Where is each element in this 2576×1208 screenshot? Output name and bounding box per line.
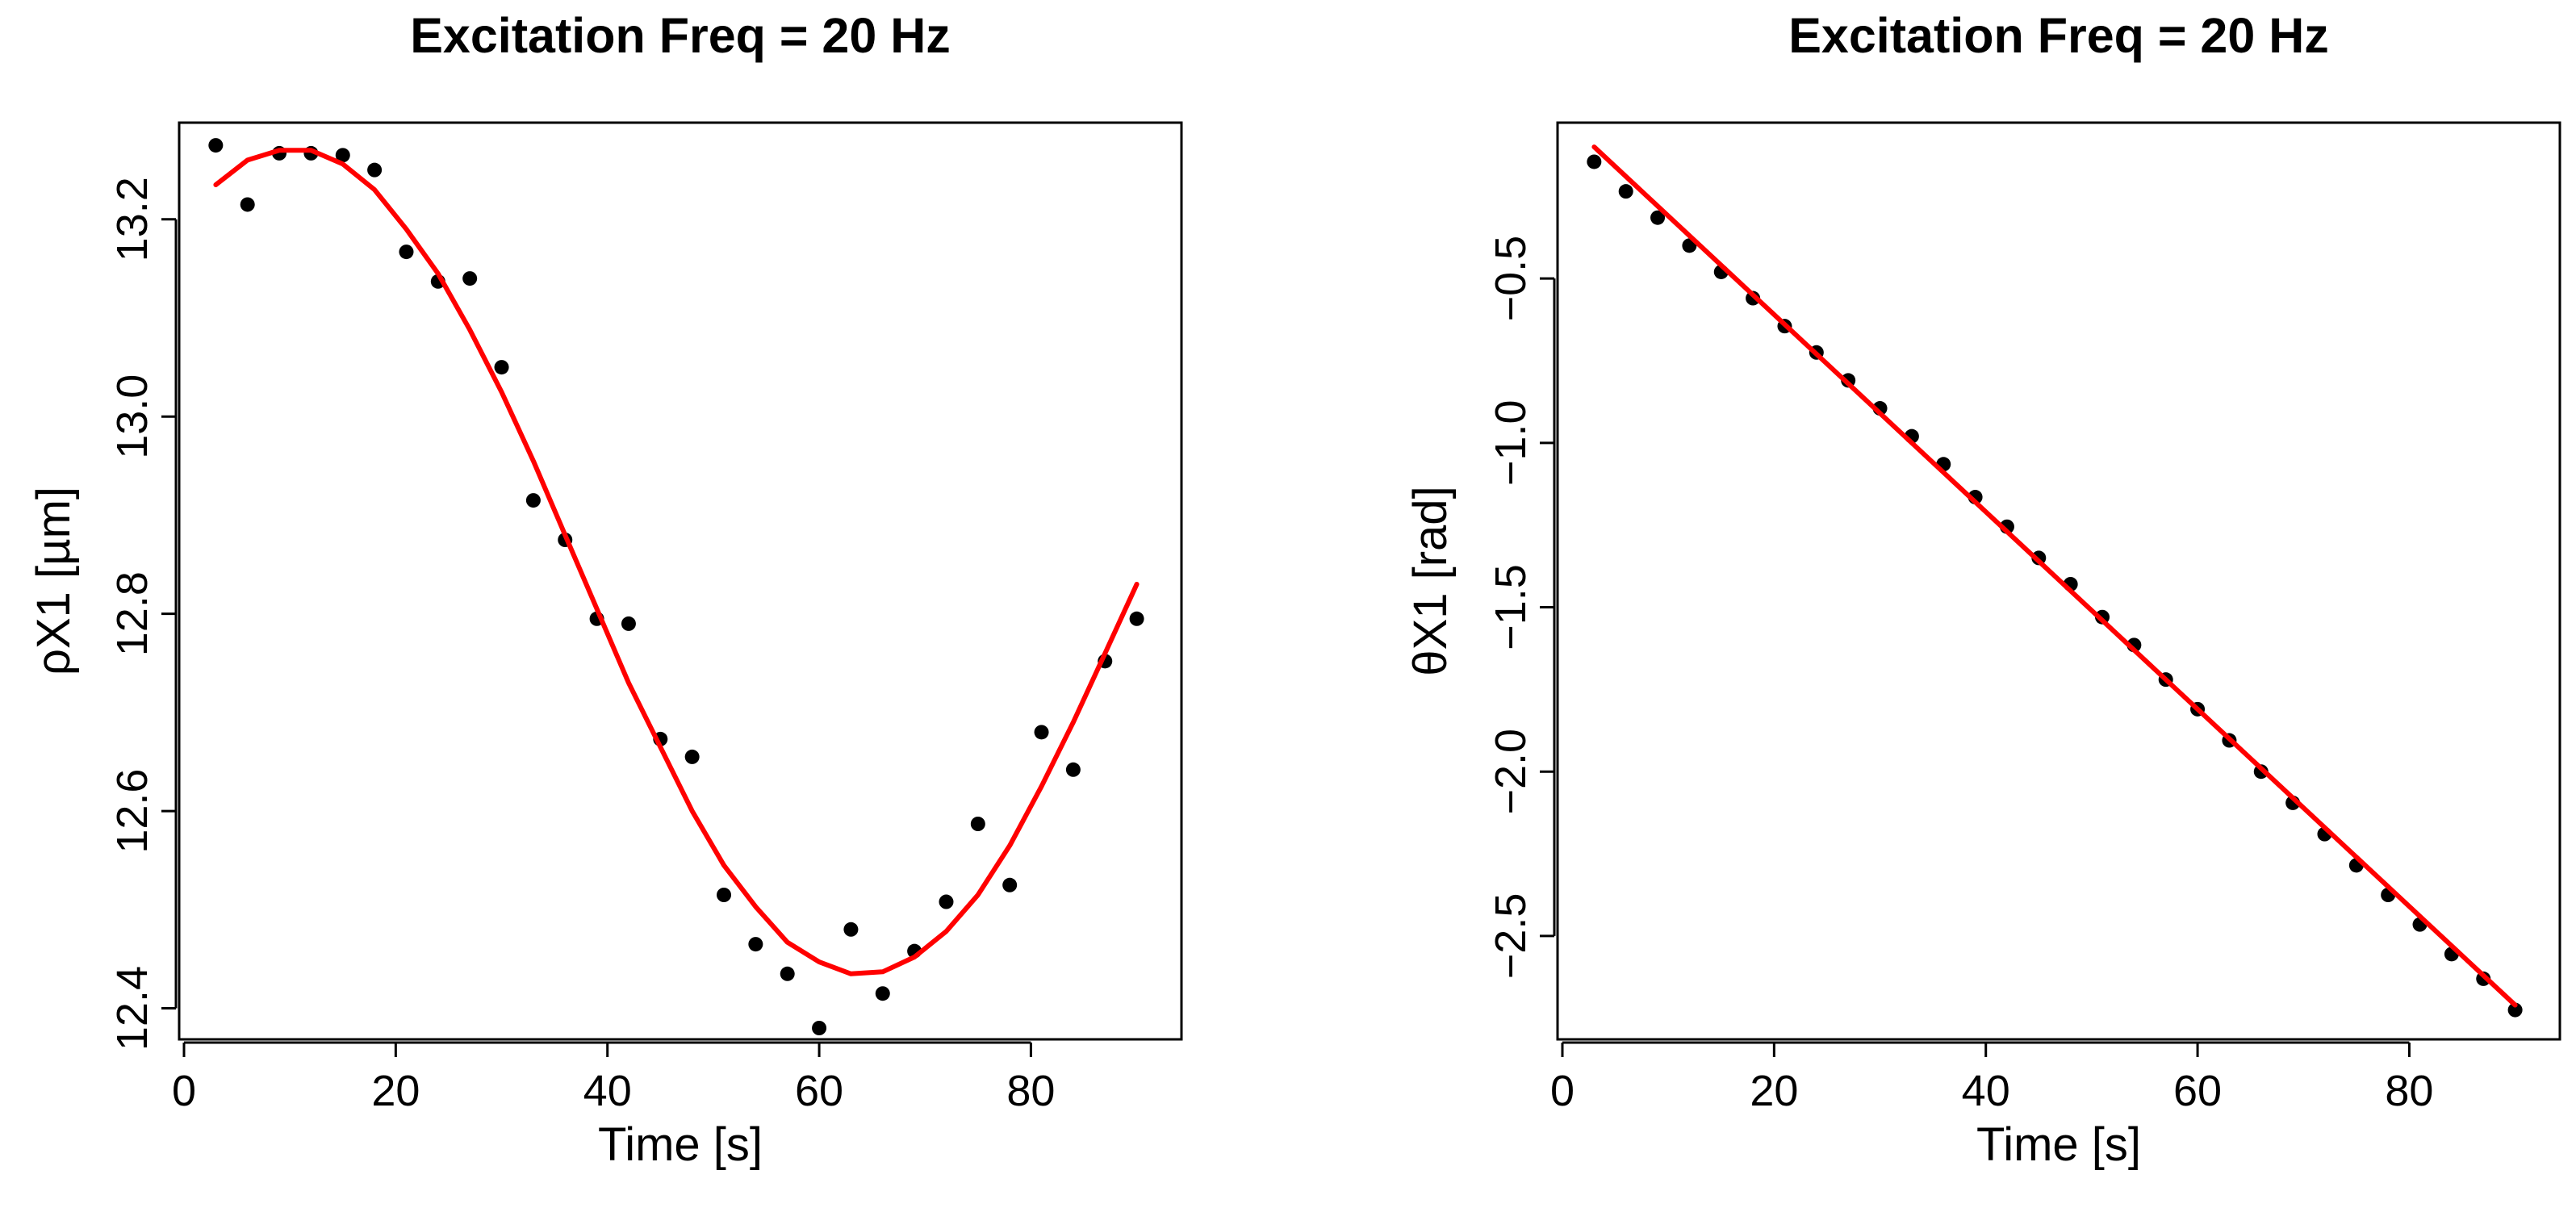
fit-line (213, 148, 1140, 976)
data-points (1587, 154, 2523, 1018)
data-point (970, 817, 985, 831)
y-tick-label: 12.6 (108, 769, 157, 854)
x-tick-label: 0 (172, 1067, 196, 1115)
x-tick-label: 60 (2173, 1067, 2222, 1115)
x-axis: 0 20 40 60 80 (1550, 1041, 2433, 1115)
data-point (1129, 611, 1144, 626)
x-tick-label: 40 (1962, 1067, 2010, 1115)
data-point (875, 986, 890, 1001)
data-point (240, 197, 255, 212)
data-point (812, 1021, 827, 1035)
data-point (1587, 154, 1602, 169)
x-tick-label: 60 (795, 1067, 843, 1115)
x-tick-label: 20 (371, 1067, 420, 1115)
x-axis-label: Time [s] (1976, 1118, 2141, 1171)
data-point (367, 162, 383, 178)
x-axis: 0 20 40 60 80 (172, 1041, 1055, 1115)
y-axis-label: ρX1 [µm] (27, 487, 80, 675)
data-point (2507, 1002, 2523, 1018)
y-tick-label: 12.8 (108, 571, 157, 656)
data-point (399, 245, 414, 260)
data-point (1002, 877, 1018, 892)
y-axis: −2.5 −2.0 −1.5 −1.0 −0.5 (1487, 236, 1556, 980)
plot-frame (1556, 121, 2561, 1041)
data-point (335, 148, 350, 163)
data-point (717, 888, 732, 902)
x-tick-label: 40 (583, 1067, 632, 1115)
data-point (684, 749, 700, 764)
data-point (208, 138, 224, 153)
data-point (525, 493, 541, 508)
y-tick-label: 13.0 (108, 374, 157, 459)
y-tick-label: 12.4 (108, 966, 157, 1051)
data-point (494, 360, 509, 375)
right-panel-theta-x1: Excitation Freq = 20 Hz 0 20 40 60 80 Time [s]… (1404, 8, 2561, 1171)
y-tick-label: −2.0 (1487, 729, 1535, 815)
chart-title: Excitation Freq = 20 Hz (1788, 8, 2329, 63)
fit-line (1591, 144, 2518, 1008)
x-tick-label: 80 (1006, 1067, 1055, 1115)
y-tick-label: −2.5 (1487, 893, 1535, 980)
x-axis-label: Time [s] (598, 1118, 763, 1171)
data-point (1650, 210, 1666, 225)
x-tick-label: 80 (2385, 1067, 2433, 1115)
y-tick-label: −1.0 (1487, 400, 1535, 487)
y-tick-label: 13.2 (108, 177, 157, 261)
y-tick-label: −0.5 (1487, 236, 1535, 322)
data-point (1618, 184, 1633, 199)
data-points (208, 138, 1144, 1035)
data-point (939, 894, 954, 909)
data-point (843, 922, 859, 937)
left-panel-rho-x1: Excitation Freq = 20 Hz 0 20 40 60 80 Time [s]… (27, 8, 1183, 1171)
x-tick-label: 0 (1550, 1067, 1574, 1115)
y-axis-label: θX1 [rad] (1404, 486, 1457, 675)
data-point (748, 937, 763, 952)
y-tick-label: −1.5 (1487, 564, 1535, 650)
chart-title: Excitation Freq = 20 Hz (410, 8, 951, 63)
x-tick-label: 20 (1750, 1067, 1798, 1115)
plot-frame (178, 121, 1183, 1041)
data-point (1034, 725, 1049, 740)
data-point (1065, 762, 1081, 777)
data-point (462, 271, 478, 286)
y-axis: 12.4 12.6 12.8 13.0 13.2 (108, 177, 178, 1051)
data-point (621, 616, 636, 631)
data-point (780, 966, 795, 981)
